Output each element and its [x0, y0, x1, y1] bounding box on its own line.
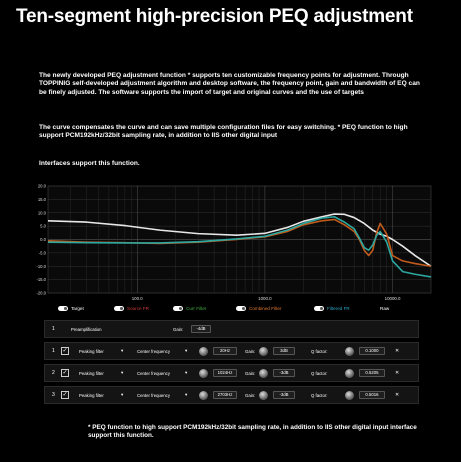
- legend-label: Filtered FR: [327, 306, 350, 311]
- legend-label: Source FR: [127, 306, 149, 311]
- legend-item-target[interactable]: Target: [58, 306, 84, 311]
- row-index: 1: [52, 326, 55, 332]
- x-tick-label: 100.0: [132, 296, 144, 301]
- legend-item-combined-filter[interactable]: Combined Filter: [236, 306, 281, 311]
- row-index: 3: [52, 392, 55, 398]
- filter-row: 1 ✓ Peaking filter ▾ Center frequency ▾ …: [44, 342, 419, 360]
- toggle-switch[interactable]: [314, 306, 324, 311]
- preamp-label: Preamplification: [71, 326, 102, 332]
- x-tick-label: 10000.0: [385, 296, 401, 301]
- footnote: * PEQ function to high support PCM192kHz…: [88, 424, 417, 439]
- series-line: [47, 213, 432, 267]
- filter-type-select[interactable]: Peaking filter: [79, 392, 104, 398]
- filter-type-select[interactable]: Peaking filter: [79, 348, 104, 354]
- row-index: 2: [52, 370, 55, 376]
- y-tick-label: 10.0: [38, 210, 47, 215]
- filter-enable-checkbox[interactable]: ✓: [61, 391, 69, 399]
- preamp-row: 1 Preamplification Gain: -4dB: [44, 320, 419, 338]
- y-tick-label: -15.0: [36, 277, 46, 282]
- filter-enable-checkbox[interactable]: ✓: [61, 347, 69, 355]
- q-factor-input[interactable]: 0.5016: [359, 391, 385, 399]
- y-tick-label: 15.0: [38, 197, 47, 202]
- center-frequency-select[interactable]: Center frequency: [137, 370, 170, 376]
- chevron-down-icon[interactable]: ▾: [185, 348, 188, 353]
- gain-input[interactable]: -3dB: [273, 369, 295, 377]
- q-factor-knob[interactable]: [345, 369, 354, 378]
- gain-knob[interactable]: [259, 391, 268, 400]
- gain-label: Gain:: [245, 348, 256, 354]
- preamp-gain-input[interactable]: -4dB: [191, 325, 211, 333]
- filter-row: 3 ✓ Peaking filter ▾ Center frequency ▾ …: [44, 386, 419, 404]
- description-paragraph-2: The curve compensates the curve and can …: [39, 124, 408, 140]
- gain-knob[interactable]: [259, 347, 268, 356]
- frequency-response-chart: 20.0 15.0 10.0 5.0 0.0 -5.0 -10.0 -15.0 -20.0 10…: [36, 184, 432, 301]
- toggle-switch[interactable]: [236, 306, 246, 311]
- legend-label: Curr Filter: [186, 306, 207, 311]
- y-tick-label: -5.0: [39, 250, 47, 255]
- gain-label: Gain:: [245, 392, 256, 398]
- gain-knob[interactable]: [259, 369, 268, 378]
- y-tick-label: 0.0: [40, 237, 46, 242]
- frequency-knob[interactable]: [199, 369, 208, 378]
- y-tick-label: -10.0: [36, 264, 46, 269]
- filter-row: 2 ✓ Peaking filter ▾ Center frequency ▾ …: [44, 364, 419, 382]
- chart-legend: Target Source FR Curr Filter Combined Fi…: [58, 306, 428, 318]
- delete-filter-icon[interactable]: ✕: [395, 348, 400, 354]
- chevron-down-icon[interactable]: ▾: [121, 370, 124, 375]
- y-tick-label: -20.0: [36, 291, 46, 296]
- filter-type-select[interactable]: Peaking filter: [79, 370, 104, 376]
- frequency-input[interactable]: 2703Hz: [213, 391, 237, 399]
- gain-label: Gain:: [173, 326, 184, 332]
- frequency-knob[interactable]: [199, 347, 208, 356]
- page-title: Ten-segment high-precision PEQ adjustmen…: [16, 6, 413, 27]
- peq-filter-panel: 1 Preamplification Gain: -4dB 1 ✓ Peakin…: [44, 320, 419, 416]
- x-tick-label: 1000.0: [258, 296, 272, 301]
- legend-item-source-fr[interactable]: Source FR: [114, 306, 149, 311]
- frequency-input[interactable]: 1024Hz: [213, 369, 237, 377]
- toggle-switch[interactable]: [58, 306, 68, 311]
- description-paragraph-3: Interfaces support this function.: [39, 160, 140, 167]
- frequency-knob[interactable]: [199, 391, 208, 400]
- toggle-switch[interactable]: [114, 306, 124, 311]
- series-line: [47, 215, 432, 278]
- chevron-down-icon[interactable]: ▾: [185, 392, 188, 397]
- q-factor-input[interactable]: 0.1000: [359, 347, 385, 355]
- legend-item-filtered-fr[interactable]: Filtered FR: [314, 306, 350, 311]
- q-factor-knob[interactable]: [345, 391, 354, 400]
- q-factor-input[interactable]: 0.5205: [359, 369, 385, 377]
- delete-filter-icon[interactable]: ✕: [395, 370, 400, 376]
- legend-item-raw[interactable]: Raw: [380, 306, 389, 311]
- legend-item-curr-filter[interactable]: Curr Filter: [173, 306, 206, 311]
- legend-label: Target: [71, 306, 84, 311]
- legend-label: Combined Filter: [249, 306, 282, 311]
- gain-input[interactable]: -3dB: [273, 391, 295, 399]
- filter-enable-checkbox[interactable]: ✓: [61, 369, 69, 377]
- frequency-input[interactable]: 20Hz: [213, 347, 237, 355]
- chevron-down-icon[interactable]: ▾: [185, 370, 188, 375]
- description-paragraph-1: The newly developed PEQ adjustment funct…: [39, 72, 420, 96]
- center-frequency-select[interactable]: Center frequency: [137, 392, 170, 398]
- center-frequency-select[interactable]: Center frequency: [137, 348, 170, 354]
- delete-filter-icon[interactable]: ✕: [395, 392, 400, 398]
- chevron-down-icon[interactable]: ▾: [121, 348, 124, 353]
- q-factor-label: Q factor:: [311, 348, 328, 354]
- toggle-switch[interactable]: [173, 306, 183, 311]
- legend-label: Raw: [380, 306, 390, 311]
- y-tick-label: 20.0: [38, 184, 47, 189]
- chevron-down-icon[interactable]: ▾: [121, 392, 124, 397]
- row-index: 1: [52, 348, 55, 354]
- gain-label: Gain:: [245, 370, 256, 376]
- gain-input[interactable]: 3dB: [273, 347, 295, 355]
- y-tick-label: 5.0: [40, 224, 46, 229]
- q-factor-label: Q factor:: [311, 370, 328, 376]
- q-factor-label: Q factor:: [311, 392, 328, 398]
- q-factor-knob[interactable]: [345, 347, 354, 356]
